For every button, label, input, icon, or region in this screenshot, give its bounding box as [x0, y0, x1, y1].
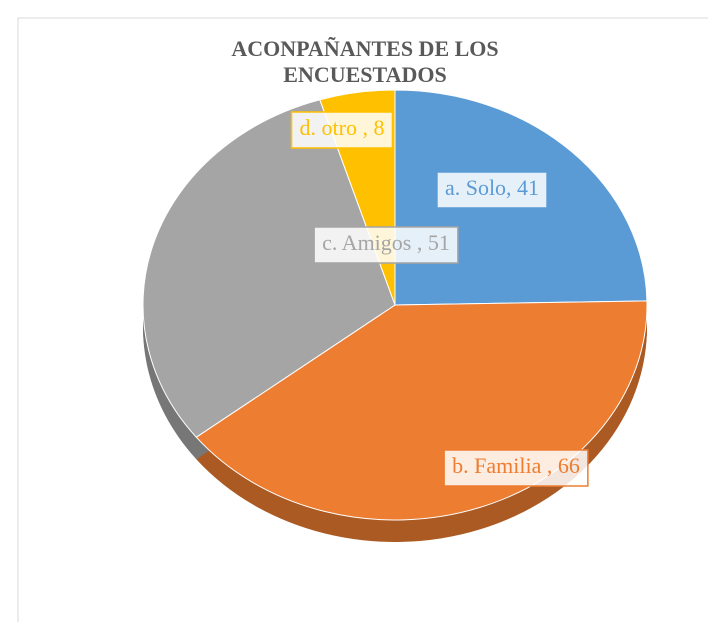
slice: [142, 99, 396, 438]
data-label-box: [290, 111, 394, 149]
chart-title: ACONPAÑANTES DE LOS ENCUESTADOS: [231, 36, 499, 87]
data-label: a. Solo, 41: [445, 175, 539, 200]
data-label: c. Amigos , 51: [322, 230, 450, 255]
data-label: d. otro , 8: [300, 115, 385, 140]
data-label: b. Familia , 66: [452, 453, 580, 478]
data-label-box: [313, 226, 459, 264]
data-label-box: [443, 449, 589, 487]
chart-frame: [17, 17, 708, 622]
data-label-box: [436, 171, 548, 209]
